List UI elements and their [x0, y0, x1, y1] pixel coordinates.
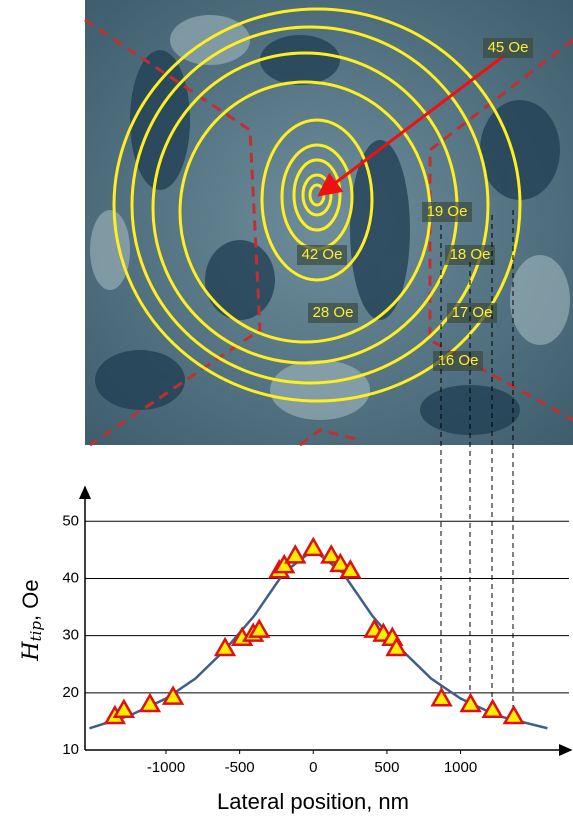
- x-tick-label: 1000: [444, 759, 477, 776]
- data-point: [502, 704, 525, 725]
- fit-line: [89, 548, 548, 730]
- data-point: [284, 544, 307, 564]
- annotation: 17 Oe: [452, 304, 493, 321]
- annotation: 45 Oe: [488, 39, 529, 56]
- data-point: [161, 685, 185, 705]
- data-point: [248, 618, 271, 638]
- annotation: 19 Oe: [427, 203, 468, 220]
- annotation-bg: [297, 245, 347, 265]
- x-axis-label: Lateral position, nm: [217, 789, 409, 814]
- annotation-bg: [447, 303, 497, 323]
- x-tick-label: 0: [309, 759, 317, 776]
- data-point: [329, 552, 352, 573]
- data-point: [320, 544, 343, 564]
- x-tick-label: 500: [374, 759, 399, 776]
- data-point: [138, 692, 162, 713]
- y-tick-label: 30: [62, 627, 79, 644]
- annotation-bg: [422, 202, 472, 222]
- y-tick-label: 10: [62, 741, 79, 758]
- y-tick-label: 40: [62, 569, 79, 586]
- y-tick-label: 20: [62, 684, 79, 701]
- mfm-image: 45 Oe 42 Oe 28 Oe 19 Oe 18 Oe 17 Oe 16 Oe: [84, 0, 573, 447]
- y-tick-label: 50: [62, 512, 79, 529]
- annotation-bg: [308, 303, 358, 323]
- data-point: [430, 687, 453, 707]
- annotation: 42 Oe: [302, 246, 343, 263]
- data-point: [213, 636, 237, 657]
- data-point: [302, 536, 325, 557]
- guide-lines: [440, 210, 514, 716]
- data-point: [339, 558, 362, 579]
- x-tick-label: -1000: [147, 759, 185, 776]
- annotation: 18 Oe: [450, 246, 491, 263]
- annotation: 28 Oe: [313, 304, 354, 321]
- data-point: [459, 692, 482, 713]
- x-tick-label: -500: [225, 759, 255, 776]
- y-axis-label: Htip, Oe: [18, 579, 45, 661]
- data-point: [273, 553, 296, 574]
- data-point: [481, 698, 504, 718]
- annotation: 16 Oe: [438, 352, 479, 369]
- data-point: [385, 636, 408, 657]
- data-point: [112, 698, 136, 718]
- annotation-bg: [445, 245, 495, 265]
- annotation-bg: [483, 38, 533, 58]
